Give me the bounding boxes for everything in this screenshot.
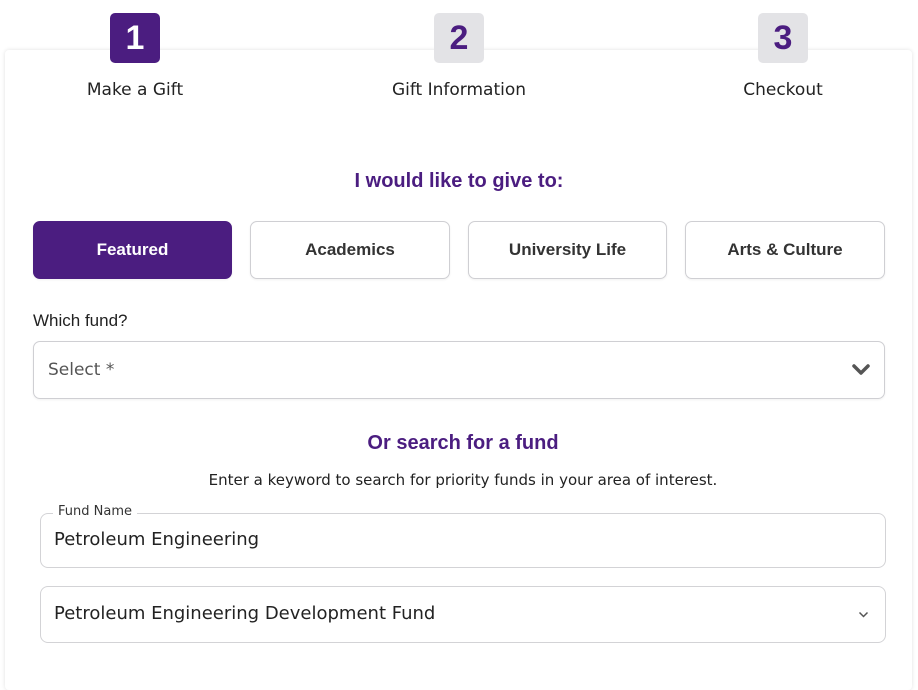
step-3-label: Checkout (743, 80, 823, 100)
fund-select[interactable]: Select * (33, 341, 885, 399)
tab-featured[interactable]: Featured (33, 221, 232, 279)
step-2-badge: 2 (434, 13, 484, 63)
fund-result-select[interactable]: Petroleum Engineering Development Fund (40, 586, 886, 643)
fund-result-value: Petroleum Engineering Development Fund (54, 603, 436, 624)
fund-name-input[interactable]: Fund Name Petroleum Engineering (40, 504, 886, 568)
step-1-label: Make a Gift (86, 80, 184, 100)
chevron-down-icon (858, 611, 869, 618)
fund-select-placeholder: Select * (48, 360, 115, 380)
which-fund-label: Which fund? (33, 311, 128, 330)
give-heading: I would like to give to: (354, 170, 564, 192)
search-heading: Or search for a fund (367, 432, 559, 454)
gift-form-card (5, 50, 912, 690)
step-3-badge: 3 (758, 13, 808, 63)
fund-name-value: Petroleum Engineering (54, 529, 260, 550)
chevron-down-icon (852, 364, 870, 375)
fund-name-label: Fund Name (53, 504, 137, 519)
step-1-badge: 1 (110, 13, 160, 63)
search-description: Enter a keyword to search for priority f… (208, 471, 718, 489)
tab-arts-culture[interactable]: Arts & Culture (685, 221, 885, 279)
tab-university-life[interactable]: University Life (468, 221, 667, 279)
tab-academics[interactable]: Academics (250, 221, 450, 279)
step-2-label: Gift Information (391, 80, 527, 100)
